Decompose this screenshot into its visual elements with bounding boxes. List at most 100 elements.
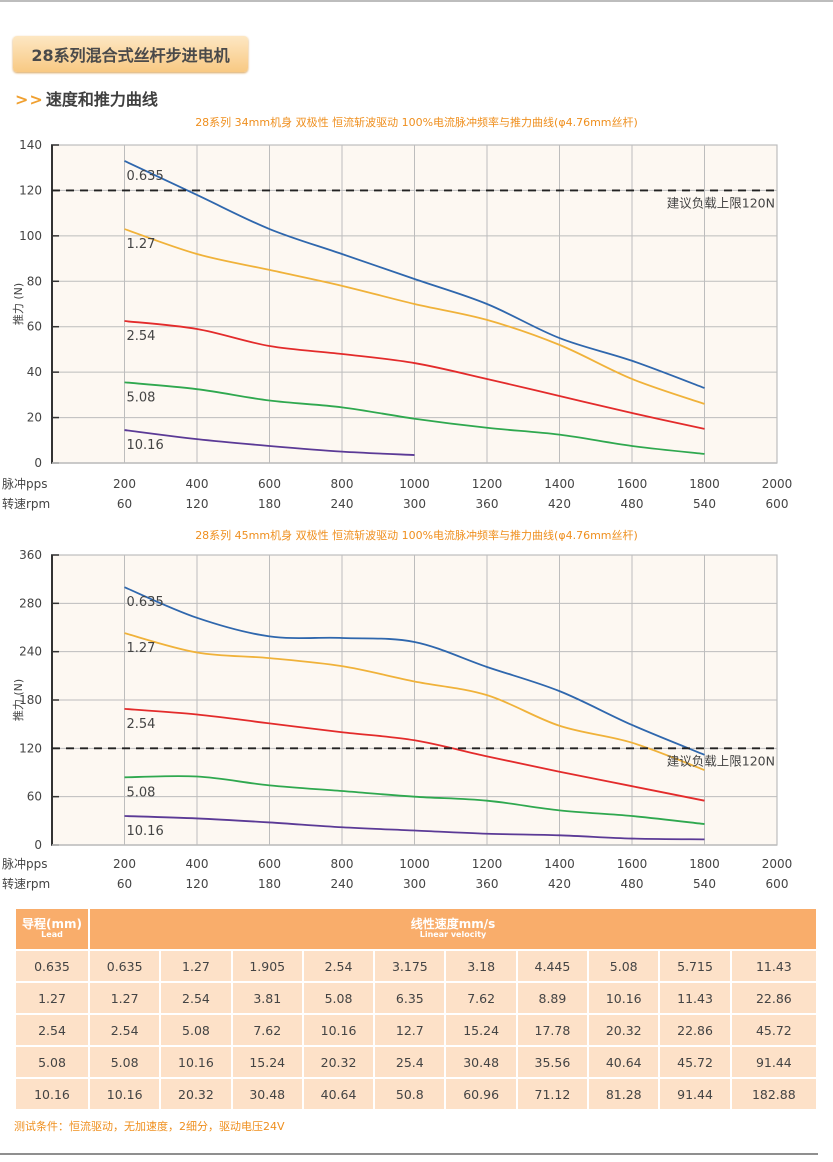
x-tick-label: 1800 [689,857,720,871]
x-tick-label: 1000 [399,857,430,871]
table-row: 5.08 5.08 10.16 15.24 20.32 25.4 30.48 35.56 40.… [14,1045,819,1079]
velocity-cell: 7.62 [444,981,518,1015]
y-tick-label: 0 [34,456,42,470]
velocity-cell: 11.43 [658,981,732,1015]
velocity-cell: 5.715 [658,949,732,983]
reference-line-label: 建议负载上限120N [667,195,775,210]
x-tick-label: 200 [113,477,136,491]
velocity-cell: 7.62 [230,1013,304,1047]
velocity-cell: 11.43 [729,949,819,983]
velocity-cell: 3.175 [373,949,447,983]
x2-tick-label: 240 [331,497,354,511]
velocity-cell: 4.445 [515,949,590,983]
velocity-cell: 3.18 [444,949,518,983]
velocity-cell: 91.44 [729,1045,819,1079]
table-header-row: 导程(mm) Lead 线性速度mm/s Linear velocity [14,907,818,951]
velocity-cell: 8.89 [515,981,590,1015]
velocity-cell: 182.88 [729,1077,819,1111]
y-tick-label: 240 [19,645,42,659]
table-row: 2.54 2.54 5.08 7.62 10.16 12.7 15.24 17.78 20.32… [14,1013,819,1047]
x-tick-label: 1200 [472,477,503,491]
series-line-1-27 [124,632,705,771]
page-title-badge: 28系列混合式丝杆步进电机 [13,36,248,72]
x2-tick-label: 180 [258,877,281,891]
y-tick-label: 140 [19,138,42,152]
velocity-cell: 20.32 [159,1077,233,1111]
lead-cell: 10.16 [14,1077,90,1111]
velocity-cell: 5.08 [159,1013,233,1047]
velocity-cell: 1.27 [87,981,162,1015]
velocity-cell: 20.32 [301,1045,376,1079]
double-chevron-icon: >> [15,90,44,109]
velocity-cell: 15.24 [444,1013,518,1047]
series-line-5-08 [124,381,705,455]
x-tick-label: 1200 [472,857,503,871]
bottom-divider [0,1153,818,1155]
x2-tick-label: 420 [548,497,571,511]
velocity-cell: 40.64 [587,1045,661,1079]
x-tick-label: 200 [113,857,136,871]
series-label: 1.27 [127,641,156,656]
series-label: 2.54 [127,717,156,732]
velocity-cell: 5.08 [301,981,376,1015]
x2-axis-label: 转速rpm [2,496,50,511]
series-label: 10.16 [127,824,164,839]
y-tick-label: 120 [19,183,42,197]
velocity-cell: 1.27 [159,949,233,983]
lead-cell: 1.27 [14,981,90,1015]
x-tick-label: 2000 [762,477,793,491]
chart-1-title: 28系列 34mm机身 双极性 恒流斩波驱动 100%电流脉冲频率与推力曲线(φ… [195,116,638,129]
chart-2: 0 60 120 180 240 280 360 200 60 400 120 600 180 800 24… [2,548,792,891]
velocity-header: 线性速度mm/s Linear velocity [88,907,818,951]
velocity-cell: 71.12 [515,1077,590,1111]
y-tick-label: 180 [19,693,42,707]
x2-tick-label: 480 [621,497,644,511]
velocity-cell: 60.96 [444,1077,518,1111]
velocity-cell: 50.8 [373,1077,447,1111]
velocity-cell: 15.24 [230,1045,304,1079]
series-label: 0.635 [127,595,164,610]
velocity-cell: 0.635 [87,949,162,983]
x-tick-label: 400 [186,857,209,871]
velocity-cell: 40.64 [301,1077,376,1111]
x-tick-label: 600 [258,857,281,871]
velocity-cell: 45.72 [658,1045,732,1079]
x2-tick-label: 300 [403,497,426,511]
velocity-cell: 91.44 [658,1077,732,1111]
page-title: 28系列混合式丝杆步进电机 [31,46,230,65]
series-label: 1.27 [127,237,156,252]
x2-tick-label: 240 [331,877,354,891]
velocity-cell: 22.86 [658,1013,732,1047]
top-divider [0,0,833,2]
x-tick-label: 1600 [617,857,648,871]
y-tick-label: 60 [27,790,42,804]
velocity-cell: 2.54 [87,1013,162,1047]
x-tick-label: 1400 [544,857,575,871]
lead-cell: 2.54 [14,1013,90,1047]
velocity-cell: 3.81 [230,981,304,1015]
velocity-cell: 30.48 [230,1077,304,1111]
x-tick-label: 800 [331,477,354,491]
velocity-cell: 5.08 [587,949,661,983]
velocity-cell: 25.4 [373,1045,447,1079]
series-label: 10.16 [127,438,164,453]
velocity-cell: 10.16 [159,1045,233,1079]
y-tick-label: 120 [19,741,42,755]
velocity-cell: 10.16 [87,1077,162,1111]
x-tick-label: 1800 [689,477,720,491]
section-title: >> 速度和推力曲线 [15,86,158,110]
velocity-cell: 6.35 [373,981,447,1015]
table-row: 0.635 0.635 1.27 1.905 2.54 3.175 3.18 4.445 5.0… [14,949,819,983]
series-line-1-27 [124,228,705,405]
lead-cell: 0.635 [14,949,90,983]
y-tick-label: 20 [27,411,42,425]
lead-cell: 5.08 [14,1045,90,1079]
y-tick-label: 360 [19,548,42,562]
x2-tick-label: 300 [403,877,426,891]
series-line-10-16 [124,429,415,456]
velocity-cell: 17.78 [515,1013,590,1047]
velocity-cell: 2.54 [159,981,233,1015]
x2-tick-label: 120 [186,497,209,511]
section-title-text: 速度和推力曲线 [45,90,158,109]
series-line-0-635 [124,160,705,389]
